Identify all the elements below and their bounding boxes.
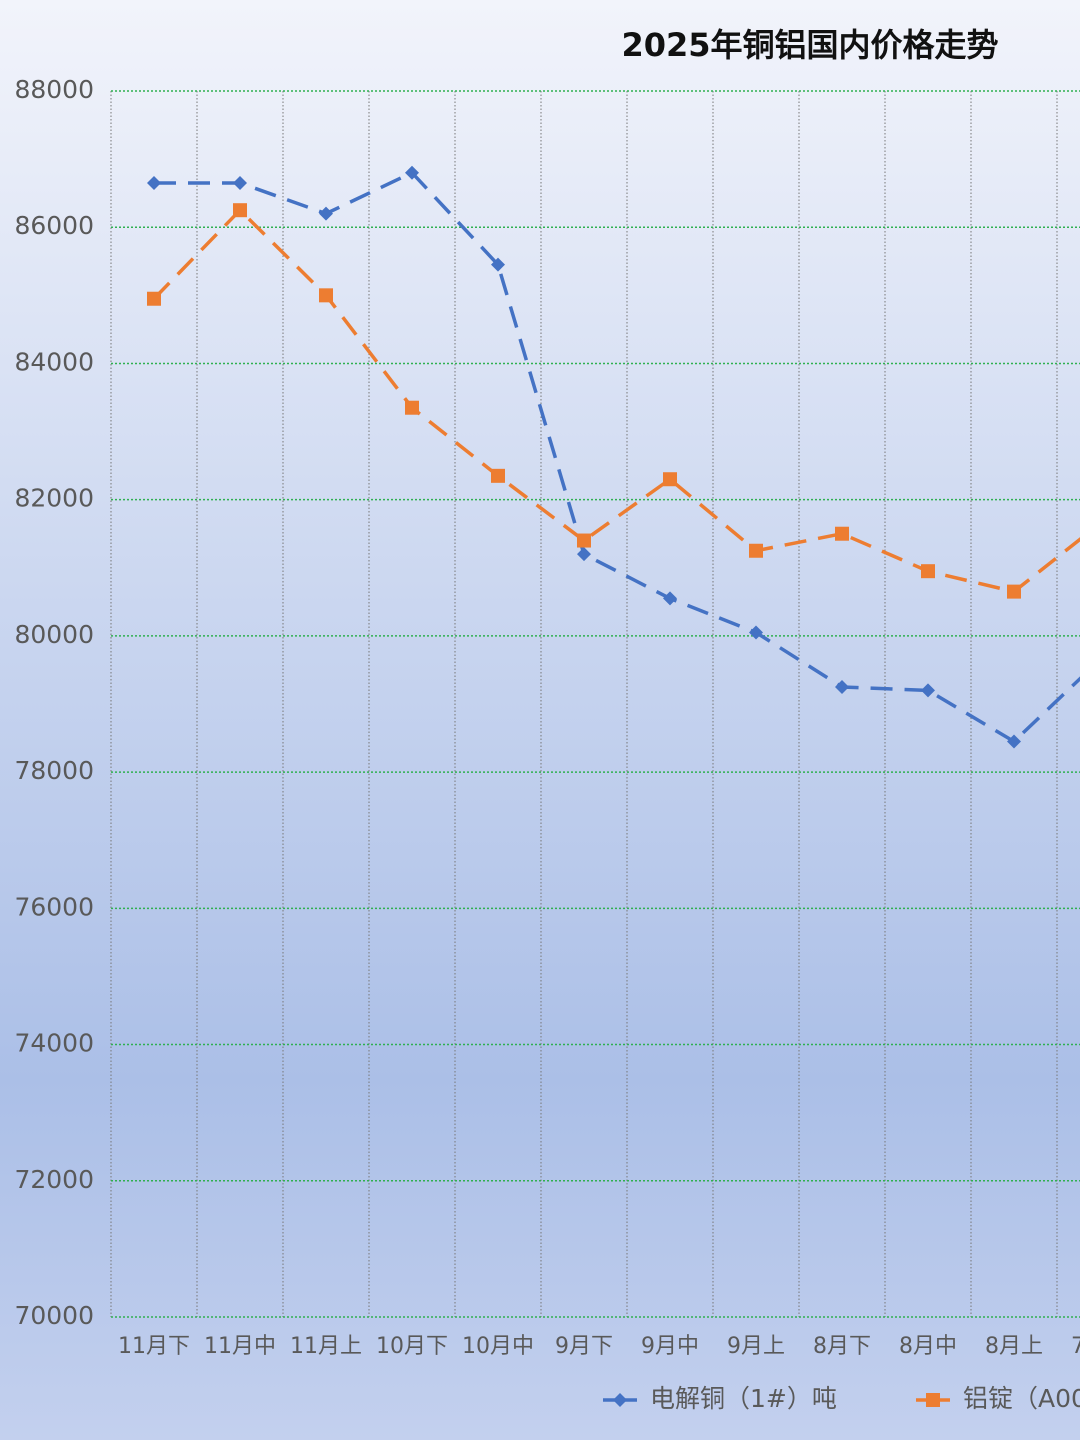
marker	[233, 175, 247, 190]
x-tick-label: 10月中	[462, 1334, 534, 1359]
y-tick-label: 78000	[14, 756, 94, 785]
marker	[613, 1393, 627, 1407]
x-tick-label: 10月下	[376, 1334, 448, 1359]
y-tick-label: 82000	[14, 484, 94, 513]
marker	[147, 291, 161, 306]
marker	[405, 400, 419, 415]
x-tick-label: 9月上	[727, 1334, 785, 1359]
marker	[835, 679, 849, 694]
y-tick-label: 84000	[14, 347, 94, 376]
marker	[1007, 584, 1021, 599]
marker	[663, 591, 677, 606]
y-tick-label: 86000	[14, 211, 94, 240]
marker	[749, 625, 763, 640]
marker	[319, 288, 333, 303]
chart-title: 2025年铜铝国内价格走势	[621, 26, 998, 64]
x-tick-label: 9月下	[555, 1334, 613, 1359]
marker	[835, 526, 849, 541]
legend-label: 铝锭（A00）吨	[963, 1384, 1080, 1413]
marker	[405, 165, 419, 180]
y-tick-label: 80000	[14, 620, 94, 649]
y-tick-label: 76000	[14, 892, 94, 921]
marker	[921, 564, 935, 579]
marker	[491, 257, 505, 272]
x-tick-label: 11月中	[204, 1334, 276, 1359]
y-tick-label: 88000	[14, 75, 94, 104]
series-line	[152, 207, 1080, 594]
series-line	[154, 170, 1080, 744]
legend-label: 电解铜（1#）吨	[650, 1384, 837, 1413]
marker	[233, 203, 247, 218]
y-tick-label: 74000	[14, 1029, 94, 1058]
marker	[1007, 734, 1021, 749]
x-tick-label: 7月下	[1071, 1334, 1080, 1359]
marker	[147, 175, 161, 190]
marker	[577, 533, 591, 548]
x-tick-label: 8月中	[899, 1334, 957, 1359]
marker	[749, 543, 763, 558]
y-tick-label: 72000	[14, 1165, 94, 1194]
y-tick-label: 70000	[14, 1301, 94, 1330]
x-tick-label: 11月上	[290, 1334, 362, 1359]
marker	[319, 206, 333, 221]
marker	[491, 468, 505, 483]
marker	[577, 547, 591, 562]
x-tick-label: 9月中	[641, 1334, 699, 1359]
marker	[921, 683, 935, 698]
x-tick-label: 8月下	[813, 1334, 871, 1359]
x-tick-label: 8月上	[985, 1334, 1043, 1359]
x-tick-label: 11月下	[118, 1334, 190, 1359]
marker	[663, 472, 677, 487]
marker	[926, 1393, 940, 1407]
